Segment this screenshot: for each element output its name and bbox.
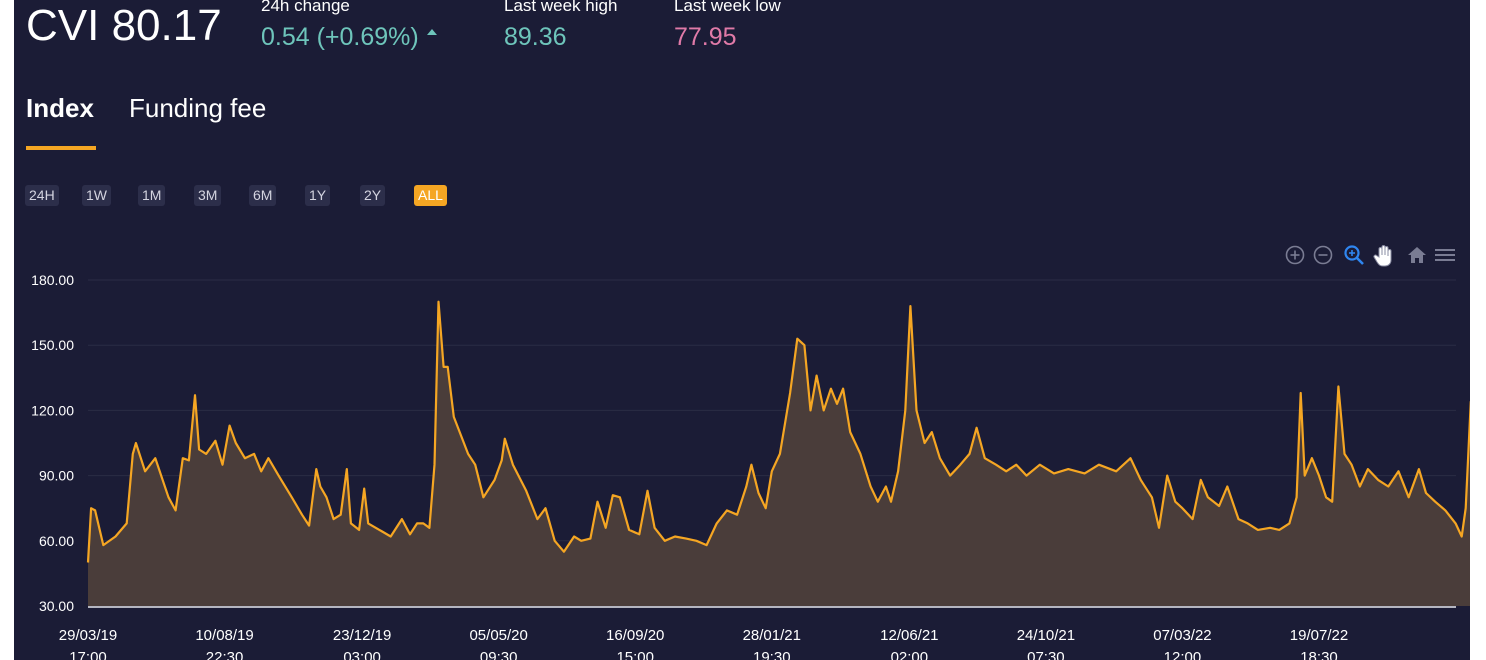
range-1w-button[interactable]: 1W	[82, 185, 111, 206]
y-tick-label: 90.00	[39, 468, 74, 484]
series-line	[86, 300, 1470, 563]
x-tick-time: 07:30	[1027, 649, 1065, 660]
cvi-title: CVI 80.17	[26, 1, 222, 50]
selection-zoom-icon[interactable]	[1343, 244, 1365, 266]
x-tick-time: 02:00	[891, 649, 929, 660]
week-high-label: Last week high	[504, 0, 618, 15]
x-tick-date: 28/01/21	[743, 627, 801, 644]
x-tick-date: 16/09/20	[606, 627, 664, 644]
x-tick-time: 09:30	[480, 649, 518, 660]
x-tick-date: 19/07/22	[1290, 627, 1348, 644]
range-all-button[interactable]: ALL	[414, 185, 447, 206]
change-24h-label: 24h change	[261, 0, 350, 15]
cvi-area-chart: 30.00 60.00 90.00 120.00 150.00 180.00 29/03/1…	[31, 272, 1470, 660]
range-3m-button[interactable]: 3M	[194, 185, 222, 206]
x-tick-date: 23/12/19	[333, 627, 391, 644]
tab-index[interactable]: Index	[26, 93, 94, 123]
x-tick-time: 03:00	[343, 649, 381, 660]
range-1y-button[interactable]: 1Y	[305, 185, 331, 206]
pan-hand-icon[interactable]	[1373, 244, 1395, 268]
x-tick-date: 10/08/19	[195, 627, 253, 644]
x-tick-time: 12:00	[1164, 649, 1202, 660]
x-tick-time: 19:30	[753, 649, 791, 660]
change-24h-value: 0.54 (+0.69%)	[261, 23, 419, 51]
y-tick-label: 60.00	[39, 533, 74, 549]
area-fill	[88, 301, 1470, 606]
tab-funding-fee[interactable]: Funding fee	[129, 93, 267, 123]
x-tick-time: 22:30	[206, 649, 244, 660]
range-2y-button[interactable]: 2Y	[360, 185, 386, 206]
x-tick-date: 29/03/19	[59, 627, 117, 644]
zoom-in-icon[interactable]	[1284, 244, 1306, 266]
caret-up-icon	[427, 29, 437, 35]
menu-icon[interactable]	[1434, 244, 1456, 266]
home-reset-icon[interactable]	[1406, 244, 1428, 266]
x-tick-time: 17:00	[69, 649, 107, 660]
y-tick-label: 120.00	[31, 402, 74, 418]
cvi-panel: CVI 80.17 24h change 0.54 (+0.69%) Last …	[14, 0, 1470, 660]
x-tick-date: 12/06/21	[880, 627, 938, 644]
x-tick-time: 15:00	[616, 649, 654, 660]
x-tick-date: 24/10/21	[1017, 627, 1075, 644]
x-tick-date: 05/05/20	[469, 627, 527, 644]
week-low-value: 77.95	[674, 23, 737, 51]
y-tick-label: 180.00	[31, 272, 74, 288]
x-tick-time: 18:30	[1300, 649, 1338, 660]
x-tick-date: 07/03/22	[1153, 627, 1211, 644]
week-high-value: 89.36	[504, 23, 567, 51]
active-tab-underline	[26, 146, 96, 150]
week-low-label: Last week low	[674, 0, 781, 15]
zoom-out-icon[interactable]	[1312, 244, 1334, 266]
y-tick-label: 150.00	[31, 337, 74, 353]
range-6m-button[interactable]: 6M	[249, 185, 277, 206]
y-tick-label: 30.00	[39, 598, 74, 614]
range-24h-button[interactable]: 24H	[25, 185, 59, 206]
range-1m-button[interactable]: 1M	[138, 185, 166, 206]
